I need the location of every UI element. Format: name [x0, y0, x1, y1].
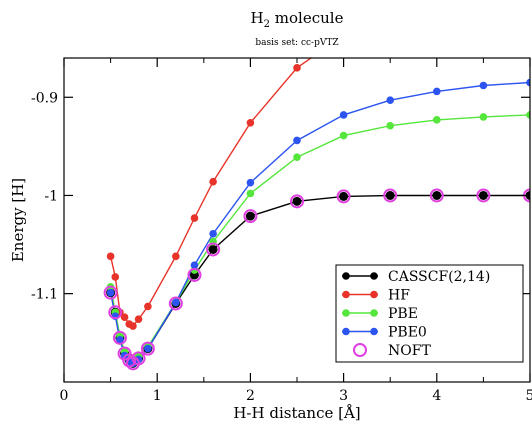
y-tick-label: -0.9 [31, 90, 58, 106]
data-point-noft [476, 188, 491, 203]
data-point-pbe [433, 116, 441, 124]
chart-title: H2 molecule [251, 9, 344, 30]
legend-marker-pbe0 [342, 327, 350, 336]
data-point-noft [383, 188, 398, 203]
data-point-hf [172, 252, 180, 261]
data-point-noft [206, 242, 221, 257]
legend-marker-noft [353, 343, 367, 357]
data-point-pbe0 [116, 335, 124, 344]
data-point-noft [187, 267, 202, 282]
x-axis-label: H-H distance [Å] [233, 404, 360, 422]
x-tick-label: 5 [526, 388, 532, 404]
data-point-hf [293, 64, 301, 72]
data-point-casscf-2-14 [245, 211, 255, 221]
data-point-casscf-2-14 [432, 190, 442, 200]
series-line-hf [109, 58, 313, 327]
data-point-pbe0 [293, 136, 301, 145]
data-point-pbe0 [209, 229, 217, 238]
data-point-noft [108, 305, 123, 320]
data-point-pbe0 [246, 178, 255, 187]
data-point-hf [134, 315, 143, 323]
data-point-noft [112, 330, 127, 345]
data-point-hf [106, 252, 115, 261]
data-point-pbe0 [172, 298, 180, 307]
legend-label-noft: NOFT [388, 343, 431, 359]
x-tick-label: 2 [246, 388, 255, 404]
data-point-pbe0 [339, 111, 348, 119]
data-point-casscf-2-14 [292, 196, 302, 206]
legend-label-hf: HF [388, 288, 410, 304]
data-point-pbe0 [386, 96, 395, 105]
data-point-pbe [479, 113, 488, 121]
data-point-pbe [246, 189, 255, 198]
data-point-noft [131, 351, 146, 366]
data-point-pbe [386, 121, 395, 130]
legend-marker-hf [342, 290, 350, 299]
data-point-hf [120, 313, 129, 322]
data-point-noft [168, 296, 183, 311]
data-point-hf [111, 273, 120, 281]
legend-marker-end-casscf-2-14 [370, 272, 378, 280]
y-tick-label: -1 [44, 188, 58, 204]
data-point-casscf-2-14 [385, 190, 395, 200]
data-point-pbe0 [526, 78, 530, 87]
legend-marker-end-hf [370, 290, 378, 299]
legend-marker-casscf-2-14 [342, 272, 350, 280]
data-point-hf [129, 322, 137, 330]
data-point-noft [429, 188, 444, 203]
data-point-hf [144, 302, 152, 311]
data-point-noft [117, 346, 132, 361]
legend-marker-pbe [342, 309, 350, 317]
data-point-noft [336, 189, 351, 204]
legend: CASSCF(2,14) HF PBE PBE0 NOFT [335, 264, 524, 363]
data-point-noft [122, 353, 137, 368]
x-tick-label: 1 [153, 388, 162, 404]
x-tick-label: 4 [432, 388, 441, 404]
data-point-noft [243, 209, 258, 224]
data-point-noft [290, 194, 304, 209]
data-point-casscf-2-14 [339, 191, 349, 201]
x-tick-label: 0 [60, 388, 69, 404]
x-tick-label: 3 [339, 388, 348, 404]
data-point-noft [103, 285, 118, 300]
data-point-pbe0 [479, 81, 488, 90]
data-point-hf [190, 214, 199, 222]
data-point-hf [246, 119, 255, 127]
data-point-pbe0 [144, 344, 152, 353]
data-point-pbe0 [433, 87, 441, 96]
legend-label-casscf-2-14: CASSCF(2,14) [388, 269, 490, 285]
chart-subtitle: basis set: cc-pVTZ [255, 38, 338, 48]
data-point-hf [209, 177, 217, 186]
y-tick-label: -1.1 [31, 287, 58, 303]
axis-ticks: 0 1 2 3 4 5 -1.1 -1 -0.9 [31, 58, 532, 404]
data-point-pbe [526, 111, 530, 119]
data-point-casscf-2-14 [478, 190, 488, 200]
data-point-pbe [293, 153, 301, 161]
legend-marker-end-pbe [370, 309, 378, 317]
data-point-pbe0 [106, 288, 115, 297]
y-axis-label: Energy [H] [9, 178, 27, 262]
data-point-pbe0 [190, 261, 199, 269]
data-point-casscf-2-14 [208, 244, 218, 254]
legend-label-pbe0: PBE0 [388, 325, 427, 341]
data-point-noft [140, 341, 155, 356]
legend-marker-end-pbe0 [370, 327, 378, 336]
data-point-pbe [339, 131, 348, 140]
legend-label-pbe: PBE [388, 306, 418, 322]
